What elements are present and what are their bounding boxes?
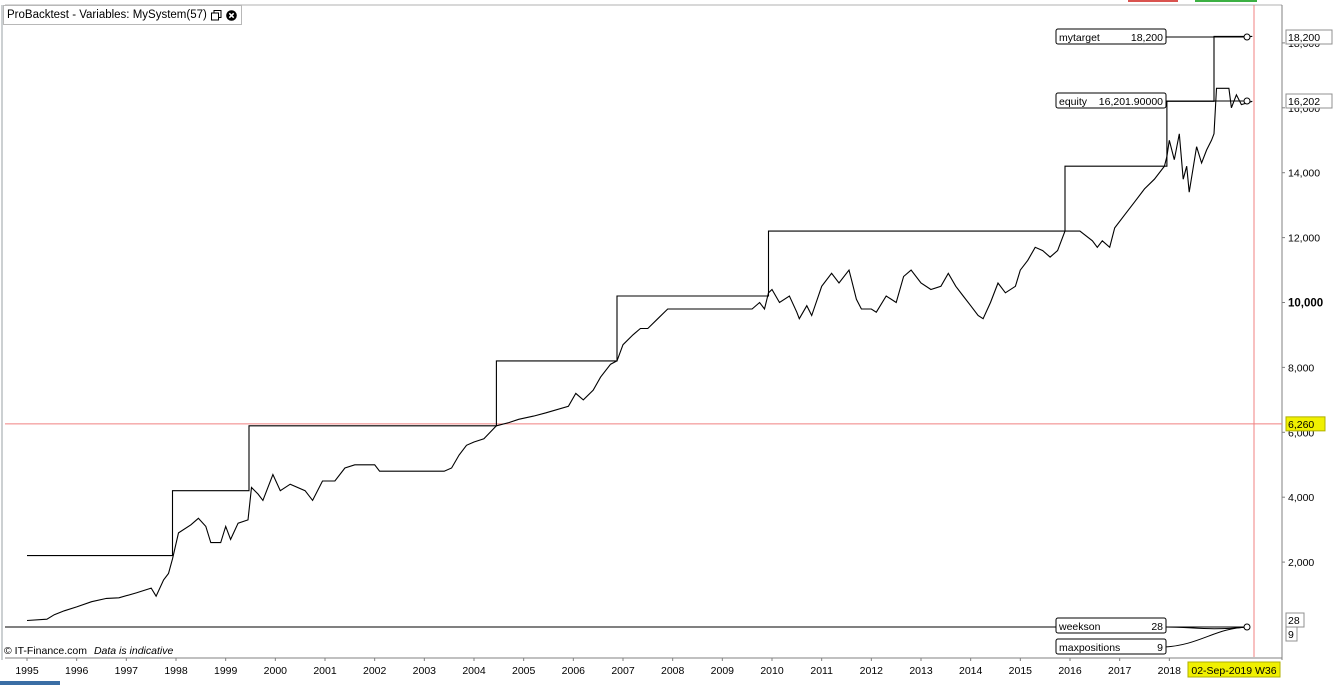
x-tick-label: 2016: [1058, 665, 1082, 677]
cursor-date-bg: [1187, 661, 1281, 678]
axis-tag-equity-bg: [1285, 93, 1333, 109]
y-tick-label: 2,000: [1288, 557, 1314, 569]
endpoint-marker-equity: [1243, 97, 1251, 105]
cursor-date-label: 02-Sep-2019 W36: [1191, 665, 1276, 677]
x-tick-label: 2004: [462, 665, 486, 677]
x-tick-label: 1998: [164, 665, 188, 677]
value-box-value-equity: 16,201.90000: [1099, 96, 1163, 108]
x-tick-label: 2014: [959, 665, 983, 677]
axis-tag-weekson: 28: [1288, 615, 1300, 627]
axis-tag-mytarget-bg: [1285, 29, 1333, 45]
x-tick-label: 2003: [413, 665, 437, 677]
y-tick-label: 14,000: [1288, 168, 1320, 180]
x-tick-label: 2015: [1009, 665, 1033, 677]
chart-title-bar[interactable]: ProBacktest - Variables: MySystem(57): [3, 5, 242, 25]
axis-tag-maxpositions: 9: [1288, 629, 1294, 641]
value-box-value-mytarget: 18,200: [1131, 32, 1163, 44]
x-tick-label: 2009: [711, 665, 735, 677]
footer-note: © IT-Finance.com Data is indicative: [4, 645, 173, 657]
connector-weekson: [1164, 626, 1249, 630]
x-tick-label: 2002: [363, 665, 387, 677]
value-box-value-weekson: 28: [1151, 621, 1163, 633]
x-tick-label: 2010: [760, 665, 784, 677]
window-title: ProBacktest - Variables: MySystem(57): [7, 9, 207, 21]
axis-tag-cursor-bg: [1285, 416, 1326, 432]
axis-tag-maxpositions-bg: [1285, 626, 1298, 642]
value-box-name-maxpositions: maxpositions: [1059, 642, 1120, 654]
value-box-equity: [1055, 92, 1167, 109]
close-icon[interactable]: [226, 9, 237, 21]
endpoint-marker-mytarget: [1243, 33, 1251, 41]
bottom-scroll-indicator: [0, 681, 60, 685]
x-tick-label: 2013: [909, 665, 933, 677]
value-box-name-mytarget: mytarget: [1059, 32, 1100, 44]
x-tick-label: 2005: [512, 665, 536, 677]
value-box-maxpositions: [1055, 638, 1167, 655]
x-tick-label: 2011: [810, 665, 833, 677]
x-tick-label: 2000: [264, 665, 288, 677]
axis-tag-equity: 16,202: [1288, 96, 1320, 108]
y-tick-label: 8,000: [1288, 362, 1314, 374]
value-box-name-equity: equity: [1059, 96, 1088, 108]
value-box-mytarget: [1055, 28, 1167, 45]
x-tick-label: 1996: [65, 665, 89, 677]
x-tick-label: 2017: [1108, 665, 1132, 677]
y-tick-label: 12,000: [1288, 233, 1320, 245]
x-tick-label: 1997: [115, 665, 139, 677]
x-tick-label: 2018: [1158, 665, 1182, 677]
y-tick-label: 4,000: [1288, 492, 1314, 504]
endpoint-marker-indicators: [1243, 623, 1251, 631]
y-tick-label: 10,000: [1288, 298, 1323, 310]
x-tick-label: 2007: [611, 665, 635, 677]
x-tick-label: 2008: [661, 665, 685, 677]
disclaimer-label: Data is indicative: [93, 645, 174, 657]
value-box-name-weekson: weekson: [1058, 621, 1101, 633]
x-tick-label: 2006: [562, 665, 586, 677]
x-tick-label: 2001: [313, 665, 337, 677]
x-tick-label: 1995: [15, 665, 39, 677]
restore-icon[interactable]: [210, 9, 222, 21]
toolbar-red-button: [1128, 0, 1178, 2]
source-label: © IT-Finance.com: [4, 645, 88, 657]
value-box-weekson: [1055, 617, 1167, 634]
x-tick-label: 2012: [860, 665, 884, 677]
value-box-value-maxpositions: 9: [1157, 642, 1163, 654]
series-line-equity: [26, 87, 1253, 622]
axis-tag-mytarget: 18,200: [1288, 32, 1320, 44]
x-tick-label: 1999: [214, 665, 238, 677]
axis-tag-cursor: 6,260: [1288, 419, 1314, 431]
toolbar-green-button: [1195, 0, 1257, 2]
